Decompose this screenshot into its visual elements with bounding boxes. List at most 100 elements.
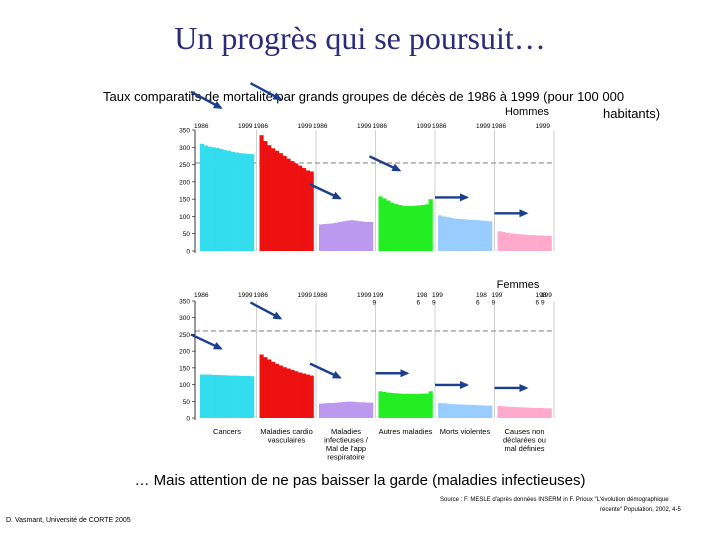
bar (286, 158, 291, 251)
bar (267, 145, 272, 251)
bar (393, 203, 399, 251)
period-end-label: 1999 (476, 123, 491, 130)
bar (382, 198, 387, 251)
bar (468, 404, 474, 418)
bar (476, 405, 481, 418)
panel-title: Femmes (497, 279, 540, 291)
bar (501, 231, 506, 251)
y-tick-label: 0 (186, 249, 190, 256)
source-line-2: récente" Population, 2002, 4-5 (600, 507, 681, 513)
bar (238, 153, 243, 251)
bar (234, 375, 239, 418)
bar (480, 405, 485, 418)
bar (382, 391, 387, 418)
bar (263, 357, 268, 418)
bar (223, 150, 228, 251)
y-tick-label: 300 (179, 315, 190, 322)
bar (449, 217, 454, 251)
bar (512, 233, 518, 251)
bar (282, 367, 287, 418)
bar (476, 220, 481, 251)
bar (301, 168, 307, 251)
period-end-label: 1999 (238, 123, 253, 130)
bar (305, 170, 310, 251)
bar (290, 369, 295, 418)
y-tick-label: 200 (179, 349, 190, 356)
bar (547, 235, 552, 251)
bar (246, 153, 251, 251)
bar (294, 371, 299, 418)
bar (461, 219, 466, 251)
bar (520, 234, 525, 251)
bar (203, 145, 209, 251)
bar (536, 407, 541, 418)
period-end-label: 1999 (238, 292, 253, 299)
y-tick-label: 150 (179, 197, 190, 204)
period-start-label: 199 9 (492, 292, 503, 307)
series-infectieuses (319, 401, 374, 418)
bar (357, 402, 362, 418)
trend-arrowhead (212, 341, 223, 350)
bar (512, 406, 518, 418)
bar (353, 401, 358, 418)
bar (342, 221, 347, 251)
bar (457, 404, 462, 418)
series-infectieuses (319, 220, 374, 251)
bar (488, 405, 493, 418)
bar (219, 149, 224, 251)
period-start-label: 1986 (492, 123, 507, 130)
bar (298, 372, 303, 418)
trend-arrowhead (460, 193, 469, 202)
trend-arrowhead (519, 383, 529, 392)
bar (326, 402, 331, 418)
bar (230, 151, 236, 251)
category-label: Autres maladies (379, 427, 433, 436)
bar (369, 402, 374, 418)
bar (305, 374, 310, 418)
bar (465, 219, 470, 251)
bar (532, 407, 537, 418)
bar (468, 219, 474, 251)
trend-arrowhead (400, 369, 410, 378)
bar (203, 374, 209, 418)
series-violentes (438, 215, 493, 251)
bar (259, 135, 264, 251)
bar (453, 218, 458, 251)
bar (505, 406, 510, 418)
slide-title: Un progrès qui se poursuit… (174, 20, 546, 56)
period-end-label: 1999 (357, 123, 372, 130)
bar (271, 148, 276, 251)
category-label: Maladies infectieuses / Mal de l'app respir… (324, 427, 369, 462)
period-start-label: 1986 (194, 292, 209, 299)
bar (357, 221, 362, 251)
bar (405, 206, 410, 251)
bar (516, 407, 521, 418)
trend-arrowhead (391, 163, 402, 172)
series-mal-definies (497, 405, 552, 418)
bar (223, 375, 228, 418)
bar (441, 216, 447, 251)
period-start-label: 1986 (254, 123, 269, 130)
bar (528, 407, 533, 418)
bar (230, 375, 236, 418)
bar (274, 363, 280, 418)
bar (361, 402, 366, 418)
bar (207, 146, 212, 251)
bar (461, 404, 466, 418)
trend-arrowhead (519, 209, 529, 218)
period-end-label: 198 6 (476, 292, 487, 307)
y-tick-label: 150 (179, 365, 190, 372)
bar (246, 375, 251, 418)
bar (309, 171, 314, 251)
author-credit: D. Vasmant, Université de CORTE 2005 (6, 517, 131, 524)
series-cardio (259, 354, 314, 418)
bar (234, 152, 239, 251)
bar (250, 154, 255, 251)
bar (397, 393, 402, 418)
period-start-label: 1986 (373, 123, 388, 130)
period-start-label: 1986 (194, 123, 209, 130)
y-tick-label: 0 (186, 416, 190, 423)
bar (259, 354, 264, 418)
